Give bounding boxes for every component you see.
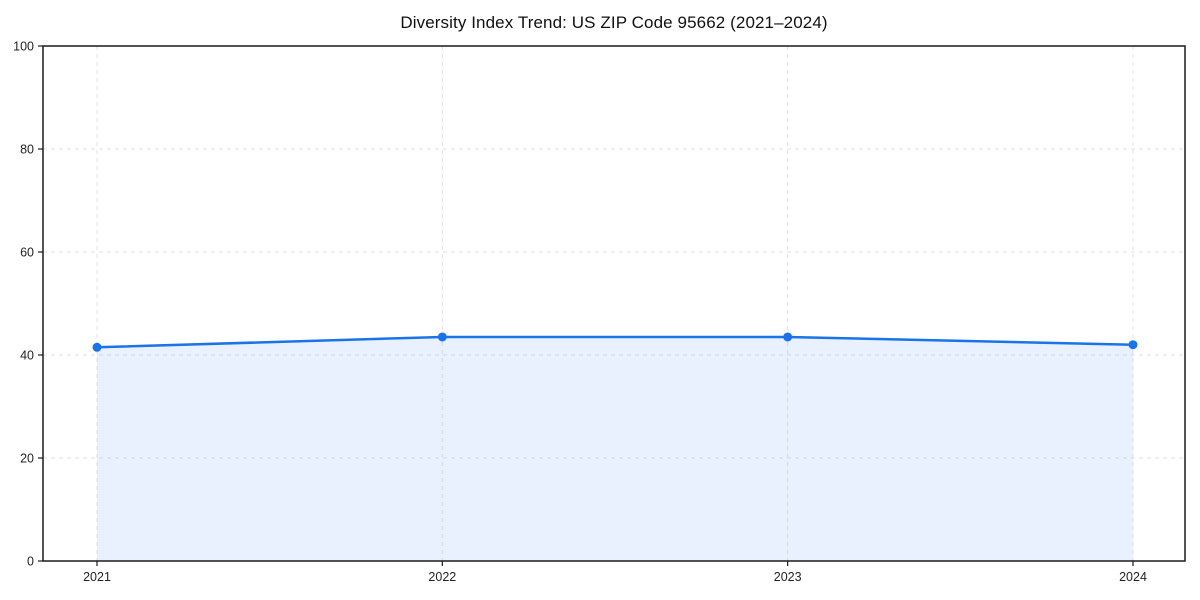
trend-line <box>95 335 1135 349</box>
y-tick-label: 0 <box>27 555 34 569</box>
y-tick-label: 60 <box>20 246 34 260</box>
x-tick-label: 2022 <box>428 570 456 584</box>
y-tick-label: 40 <box>20 349 34 363</box>
x-tick-label: 2024 <box>1119 570 1147 584</box>
area-fill <box>97 336 1133 561</box>
data-point <box>1128 340 1138 350</box>
y-tick-label: 80 <box>20 143 34 157</box>
x-tick-label: 2023 <box>774 570 802 584</box>
chart-title: Diversity Index Trend: US ZIP Code 95662… <box>400 13 828 32</box>
data-point <box>783 332 793 342</box>
plot-border <box>42 45 1186 562</box>
y-tick-label: 20 <box>20 452 34 466</box>
data-point <box>437 332 447 342</box>
y-tick-label: 100 <box>13 40 34 54</box>
data-point <box>92 342 102 352</box>
x-tick-label: 2021 <box>83 570 111 584</box>
